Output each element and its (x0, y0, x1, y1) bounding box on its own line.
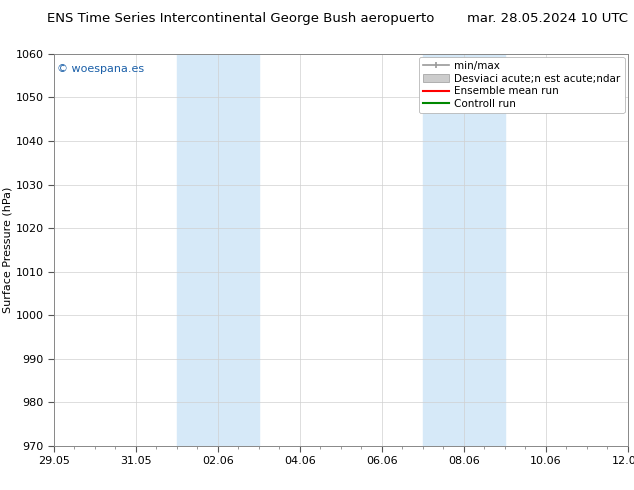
Text: © woespana.es: © woespana.es (57, 64, 144, 74)
Bar (177, 54, 259, 446)
Bar (423, 54, 505, 446)
Text: mar. 28.05.2024 10 UTC: mar. 28.05.2024 10 UTC (467, 12, 628, 25)
Legend: min/max, Desviaci acute;n est acute;ndar, Ensemble mean run, Controll run: min/max, Desviaci acute;n est acute;ndar… (418, 57, 624, 113)
Text: ENS Time Series Intercontinental George Bush aeropuerto: ENS Time Series Intercontinental George … (47, 12, 435, 25)
Y-axis label: Surface Pressure (hPa): Surface Pressure (hPa) (3, 187, 13, 313)
